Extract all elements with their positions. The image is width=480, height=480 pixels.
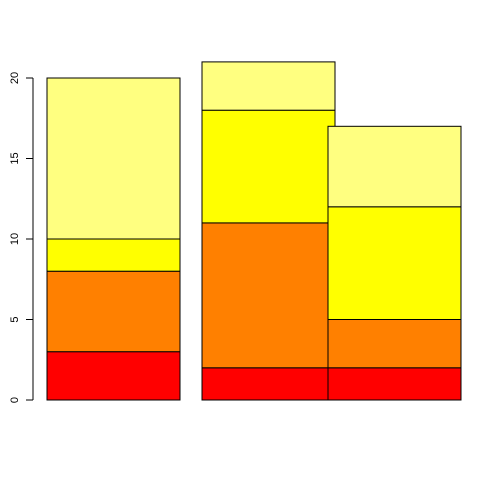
y-tick-label-5: 5 [9,316,21,322]
bar-segment-1-2 [201,109,336,224]
bar-segment-0-1 [46,270,181,353]
bar-segment-0-3 [46,77,181,240]
y-axis: 0 5 10 15 20 [9,72,34,403]
bar-segment-2-1 [327,319,462,369]
bar-segment-2-0 [327,367,462,401]
bar-segment-0-0 [46,351,181,401]
y-tick-label-20: 20 [9,72,21,84]
bar-segment-2-2 [327,206,462,320]
bar-segment-2-3 [327,125,462,208]
y-tick-label-15: 15 [9,152,21,164]
y-tick-label-0: 0 [9,397,21,403]
y-tick-label-10: 10 [9,233,21,245]
bar-segment-0-2 [46,238,181,272]
bar-segment-1-3 [201,61,336,111]
bars-group [46,61,462,401]
bar-segment-1-0 [201,367,336,401]
bar-segment-1-1 [201,222,336,369]
